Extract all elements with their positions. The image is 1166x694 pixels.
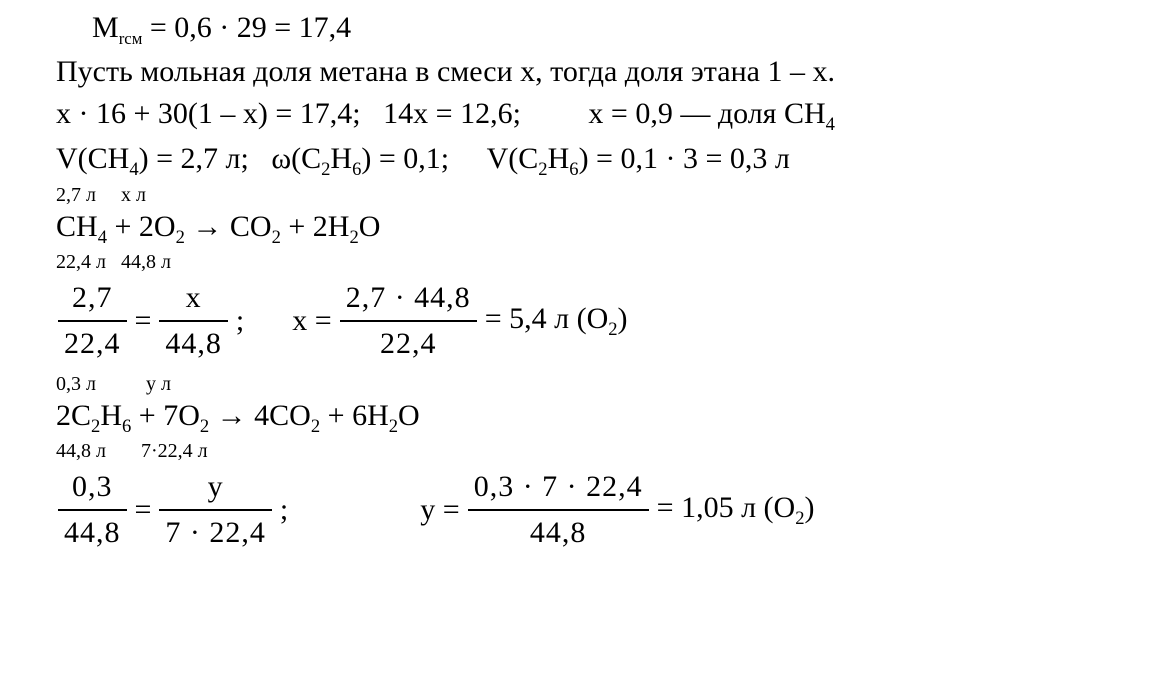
eq-part-b: 14x = 12,6; xyxy=(383,97,521,130)
eq1-d: + 2H xyxy=(281,210,350,243)
y-equals: y = xyxy=(420,490,459,530)
line-assumption: Пусть мольная доля метана в смеси x, тог… xyxy=(56,52,1136,92)
frac-2-right: y 7 · 22,4 xyxy=(159,467,272,552)
eq1-sub4: 4 xyxy=(98,227,107,248)
frac1-lnum: 2,7 xyxy=(58,278,127,322)
eq2-f: O xyxy=(398,399,420,432)
annot-eq2-bottom: 44,8 л 7·22,4 л xyxy=(56,441,1136,461)
frac2-rden: 7 · 22,4 xyxy=(159,511,272,553)
eq1-c: → CO xyxy=(185,210,272,243)
annot-eq1-bottom: 22,4 л 44,8 л xyxy=(56,252,1136,272)
frac2-lden: 44,8 xyxy=(58,511,127,553)
equation-2: 2C2H6 + 7O2 → 4CO2 + 6H2O xyxy=(56,396,1136,440)
frac2-rnum: y xyxy=(159,467,272,511)
frac1-xnum: 2,7 · 44,8 xyxy=(340,278,477,322)
ann2b-right: 7·22,4 л xyxy=(141,440,208,462)
frac-1-right: x 44,8 xyxy=(159,278,228,363)
eq2-sub2a: 2 xyxy=(91,416,100,437)
semicolon-1: ; xyxy=(236,301,244,341)
frac1-lden: 22,4 xyxy=(58,322,127,364)
equation-1: CH4 + 2O2 → CO2 + 2H2O xyxy=(56,207,1136,251)
molar-mass-expr: = 0,6 · 29 = 17,4 xyxy=(142,11,351,44)
ann2-left: 0,3 л xyxy=(56,373,96,395)
sub-2a: 2 xyxy=(321,159,330,180)
frac2-yden: 44,8 xyxy=(468,511,649,553)
eq2-e: + 6H xyxy=(320,399,389,432)
frac1-res-tail: ) xyxy=(618,302,628,335)
ann2b-left: 44,8 л xyxy=(56,440,106,462)
line-solve-x: x · 16 + 30(1 – x) = 17,4; 14x = 12,6; x… xyxy=(56,94,1136,138)
semicolon-2: ; xyxy=(280,490,288,530)
eq1-sub2b: 2 xyxy=(272,227,281,248)
eq1-e: O xyxy=(359,210,381,243)
ann1-right: x л xyxy=(121,184,146,206)
ann1b-left: 22,4 л xyxy=(56,251,106,273)
frac2-lnum: 0,3 xyxy=(58,467,127,511)
sub-6a: 6 xyxy=(352,159,361,180)
frac-2-left: 0,3 44,8 xyxy=(58,467,127,552)
sub-2b: 2 xyxy=(538,159,547,180)
eq2-sub6: 6 xyxy=(122,416,131,437)
frac1-xden: 22,4 xyxy=(340,322,477,364)
sub-6b: 6 xyxy=(569,159,578,180)
eq1-b: + 2O xyxy=(107,210,176,243)
v-ch4-b: ) = 2,7 л; xyxy=(139,142,249,175)
v-ch4-a: V(CH xyxy=(56,142,129,175)
eq2-a: 2C xyxy=(56,399,91,432)
eq2-sub2b: 2 xyxy=(200,416,209,437)
annot-eq1-top: 2,7 л x л xyxy=(56,185,1136,205)
ch4-sub: 4 xyxy=(826,114,835,135)
omega-c: ) = 0,1; xyxy=(361,142,449,175)
solution-body: Mrсм = 0,6 · 29 = 17,4 Пусть мольная дол… xyxy=(0,0,1166,564)
equals-2: = xyxy=(135,490,152,530)
frac2-res-a: = 1,05 л (O xyxy=(657,491,796,524)
ann2-right: y л xyxy=(146,373,171,395)
frac2-result: = 1,05 л (O2) xyxy=(657,488,815,532)
frac2-res-tail: ) xyxy=(805,491,815,524)
eq2-sub2d: 2 xyxy=(389,416,398,437)
molar-mass-symbol: M xyxy=(92,11,119,44)
frac1-rnum: x xyxy=(159,278,228,322)
eq2-c: + 7O xyxy=(131,399,200,432)
frac1-res-sub: 2 xyxy=(608,319,617,340)
omega-a: ω(C xyxy=(271,142,321,175)
equals-1: = xyxy=(135,301,152,341)
line-molar-mass: Mrсм = 0,6 · 29 = 17,4 xyxy=(92,8,1136,50)
line-volumes: V(CH4) = 2,7 л; ω(C2H6) = 0,1; V(C2H6) =… xyxy=(56,139,1136,183)
frac2-ynum: 0,3 · 7 · 22,4 xyxy=(468,467,649,511)
frac1-res-a: = 5,4 л (O xyxy=(485,302,609,335)
frac-1-x: 2,7 · 44,8 22,4 xyxy=(340,278,477,363)
v-c2h6-c: ) = 0,1 · 3 = 0,3 л xyxy=(579,142,790,175)
ann1b-right: 44,8 л xyxy=(121,251,171,273)
sub-4: 4 xyxy=(129,159,138,180)
ann1-left: 2,7 л xyxy=(56,184,96,206)
fraction-line-2: 0,3 44,8 = y 7 · 22,4 ; y = 0,3 · 7 · 22… xyxy=(56,467,1136,552)
eq1-a: CH xyxy=(56,210,98,243)
eq-part-a: x · 16 + 30(1 – x) = 17,4; xyxy=(56,97,361,130)
eq-part-c: x = 0,9 — доля CH xyxy=(588,97,825,130)
frac-1-left: 2,7 22,4 xyxy=(58,278,127,363)
frac1-result: = 5,4 л (O2) xyxy=(485,299,628,343)
frac1-rden: 44,8 xyxy=(159,322,228,364)
eq2-sub2c: 2 xyxy=(311,416,320,437)
frac2-res-sub: 2 xyxy=(795,508,804,529)
x-equals: x = xyxy=(292,301,331,341)
v-c2h6-b: H xyxy=(548,142,570,175)
molar-mass-subscript: rсм xyxy=(119,29,143,48)
omega-b: H xyxy=(330,142,352,175)
eq2-d: → 4CO xyxy=(209,399,311,432)
frac-2-y: 0,3 · 7 · 22,4 44,8 xyxy=(468,467,649,552)
v-c2h6-a: V(C xyxy=(487,142,539,175)
annot-eq2-top: 0,3 л y л xyxy=(56,374,1136,394)
eq1-sub2c: 2 xyxy=(349,227,358,248)
eq1-sub2a: 2 xyxy=(176,227,185,248)
fraction-line-1: 2,7 22,4 = x 44,8 ; x = 2,7 · 44,8 22,4 … xyxy=(56,278,1136,363)
eq2-b: H xyxy=(100,399,122,432)
